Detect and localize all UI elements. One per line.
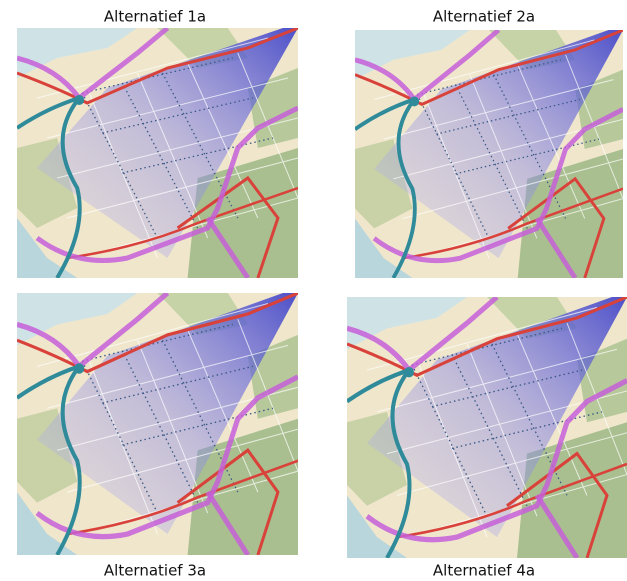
map-panel bbox=[347, 297, 627, 558]
map-panel bbox=[17, 293, 298, 555]
panel-label: Alternatief 1a bbox=[104, 8, 206, 26]
panel-label: Alternatief 2a bbox=[433, 8, 535, 26]
panel-label: Alternatief 3a bbox=[104, 562, 206, 580]
map-panel bbox=[17, 28, 298, 278]
map-panel bbox=[355, 30, 623, 278]
panel-label: Alternatief 4a bbox=[433, 562, 535, 580]
